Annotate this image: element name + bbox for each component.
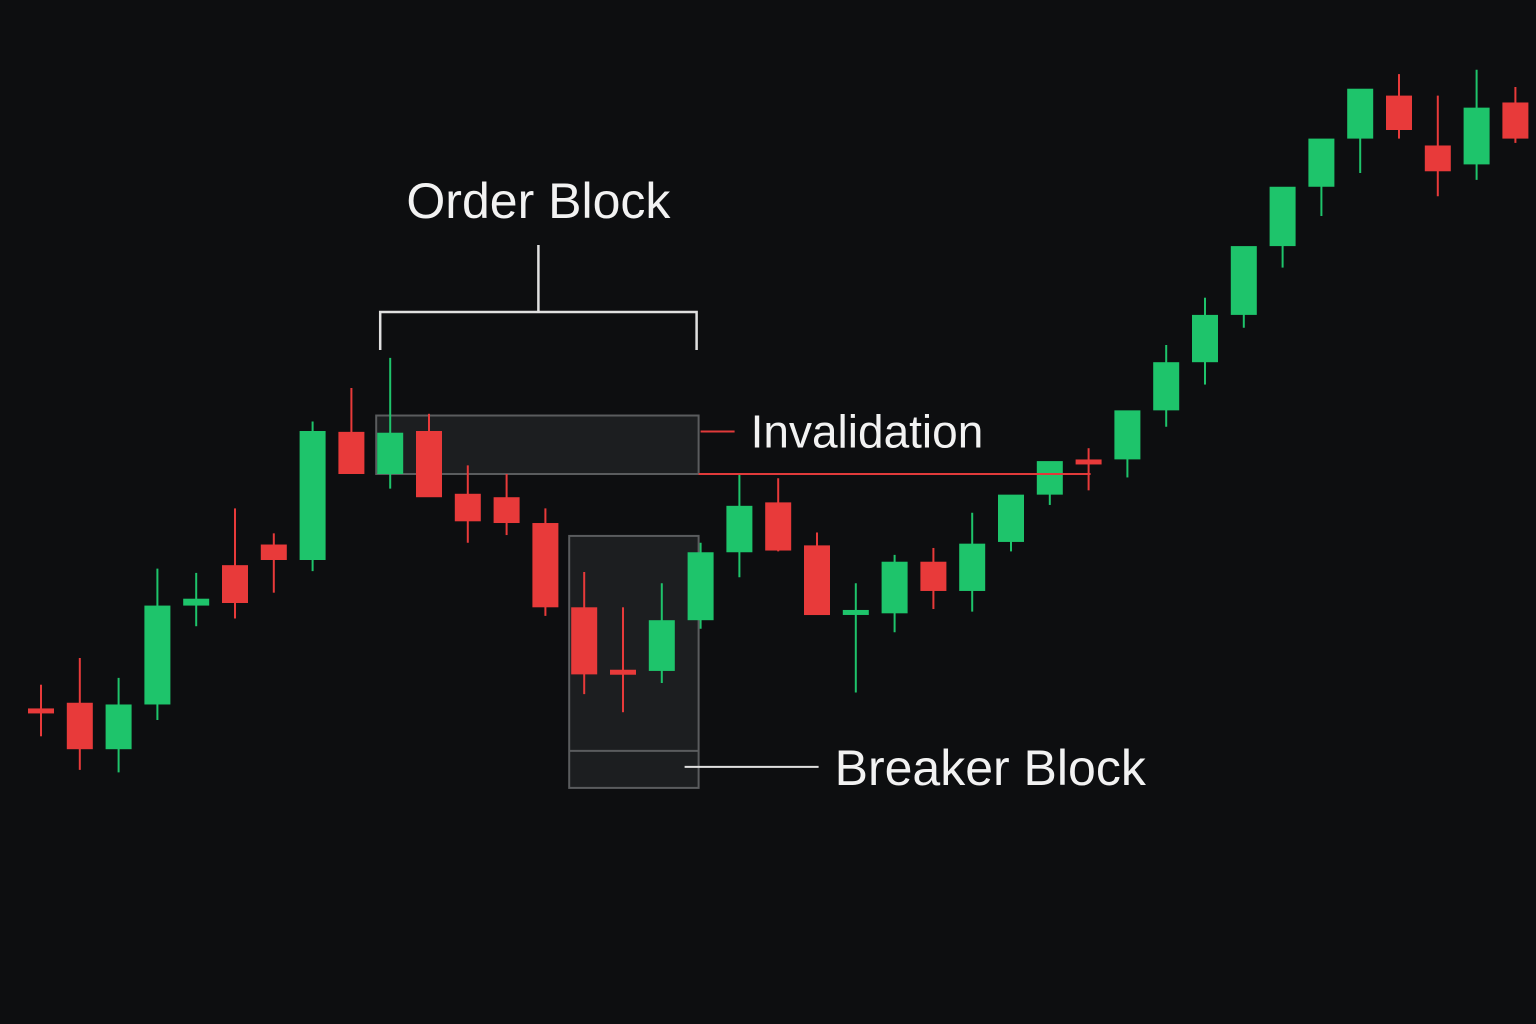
order-block-label: Order Block — [406, 173, 671, 229]
candle-body — [493, 497, 520, 524]
candle-body — [1075, 459, 1102, 465]
candle-body — [416, 431, 442, 498]
candle-body — [1386, 95, 1412, 130]
candle — [648, 583, 675, 683]
candles-layer — [28, 69, 1529, 773]
candle-body — [1347, 88, 1374, 139]
candle — [804, 532, 830, 616]
candle — [959, 512, 986, 612]
candle-body — [842, 609, 869, 615]
candle — [377, 357, 404, 489]
candle-body — [338, 431, 365, 474]
candle — [1347, 88, 1374, 173]
candle-body — [105, 704, 132, 750]
candle — [1230, 246, 1257, 328]
candle — [1386, 74, 1412, 139]
candle — [532, 508, 559, 616]
candle — [1153, 345, 1180, 427]
candle — [105, 677, 132, 773]
annotations-layer: Order Block Invalidation Breaker Block — [378, 173, 1147, 796]
candle — [765, 478, 792, 552]
order-block-bracket — [378, 245, 698, 350]
candle-body — [998, 494, 1024, 542]
candle-body — [959, 543, 986, 591]
candle — [610, 607, 636, 713]
candle-body — [920, 561, 947, 591]
candle-body — [1114, 410, 1141, 460]
candle — [998, 494, 1024, 552]
candle-body — [299, 431, 326, 560]
candle-body — [377, 432, 404, 474]
candle — [66, 658, 93, 770]
candle-body — [28, 708, 54, 714]
candle — [1463, 69, 1490, 180]
candle — [571, 572, 598, 695]
candle — [28, 684, 54, 737]
candle-body — [648, 620, 675, 671]
candle — [493, 474, 520, 536]
candle — [687, 542, 714, 629]
candle — [920, 547, 947, 610]
candle-body — [804, 545, 830, 616]
candle-body — [1269, 186, 1296, 247]
candle-body — [1153, 362, 1180, 411]
candle — [1502, 87, 1529, 143]
candle — [842, 583, 869, 693]
candle-body — [222, 565, 248, 603]
candle-body — [66, 702, 93, 750]
candle — [1269, 186, 1296, 268]
invalidation-label: Invalidation — [751, 406, 984, 458]
candle-body — [260, 544, 287, 560]
candle-body — [454, 493, 481, 522]
candle-body — [1502, 102, 1529, 139]
candle — [454, 465, 481, 543]
candle — [1036, 461, 1063, 505]
candle — [1192, 297, 1218, 385]
candle — [299, 421, 326, 572]
candle — [726, 474, 753, 578]
candle — [1424, 95, 1451, 197]
candle-body — [1424, 145, 1451, 172]
candle-body — [1463, 107, 1490, 165]
candle-body — [1230, 246, 1257, 315]
candle-body — [571, 607, 598, 675]
candle-body — [765, 502, 792, 551]
candle-body — [183, 598, 210, 606]
breaker-block-label: Breaker Block — [835, 740, 1147, 796]
candle-body — [1192, 314, 1218, 363]
candle — [338, 388, 365, 474]
candle — [1114, 410, 1141, 478]
candle-body — [532, 523, 559, 608]
candle-body — [726, 505, 753, 553]
zones-layer — [375, 414, 700, 789]
candle-body — [1036, 461, 1063, 495]
candle-body — [881, 561, 908, 614]
candle — [881, 554, 908, 633]
candle — [1308, 138, 1335, 216]
candle-body — [610, 669, 636, 675]
candle — [416, 413, 442, 498]
candle — [144, 568, 171, 720]
candle — [222, 508, 248, 619]
candle — [183, 572, 210, 627]
candle-body — [1308, 138, 1335, 187]
candle — [1075, 448, 1102, 491]
candle — [260, 533, 287, 593]
candle-body — [144, 605, 171, 705]
candle-body — [687, 552, 714, 621]
